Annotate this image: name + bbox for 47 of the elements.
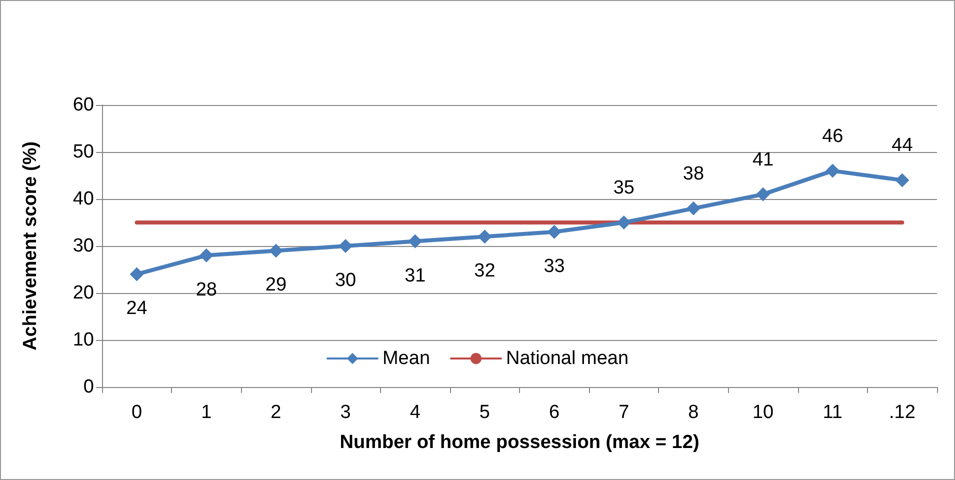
point — [616, 216, 631, 230]
data-label: 28 — [196, 279, 217, 300]
legend-label: National mean — [506, 348, 629, 369]
y-tick-label: 60 — [72, 94, 94, 116]
x-tick-label: 10 — [752, 402, 774, 423]
x-tick-label: 2 — [270, 402, 282, 423]
point — [199, 248, 214, 262]
x-tick-label: 0 — [132, 402, 142, 423]
legend-label: Mean — [382, 348, 430, 369]
x-tick-label: 5 — [479, 402, 490, 423]
data-label: 46 — [822, 126, 844, 147]
x-tick-label: 1 — [201, 402, 212, 423]
data-label: 31 — [404, 265, 426, 286]
y-tick-label: 20 — [72, 282, 94, 304]
data-label: 35 — [613, 178, 634, 198]
point — [130, 267, 144, 282]
y-tick-label: 10 — [72, 330, 94, 350]
point — [756, 187, 770, 202]
data-label: 44 — [892, 135, 914, 156]
x-axis-title: Number of home possession (max = 12) — [340, 432, 700, 453]
x-tick-label: 6 — [549, 402, 560, 423]
y-tick-label: 0 — [83, 376, 94, 398]
data-label: 38 — [682, 163, 704, 184]
data-label: 30 — [334, 270, 356, 291]
y-tick-label: 30 — [72, 236, 94, 256]
x-tick-label: 4 — [410, 402, 421, 423]
point — [686, 201, 700, 216]
data-label: 41 — [752, 149, 774, 170]
y-tick-label: 40 — [72, 188, 94, 210]
data-label: 24 — [126, 298, 148, 320]
data-label: 29 — [265, 274, 287, 296]
data-label: 33 — [544, 256, 565, 277]
point — [826, 164, 840, 178]
point — [478, 230, 492, 244]
point — [547, 224, 562, 239]
y-axis-title: Achievement score (%) — [20, 141, 41, 351]
point — [268, 244, 283, 258]
point — [895, 173, 910, 188]
x-tick-label: 11 — [822, 402, 842, 423]
x-tick-label: 7 — [618, 402, 630, 423]
point — [408, 234, 422, 248]
data-label: 32 — [474, 260, 496, 282]
y-tick-label: 50 — [72, 142, 94, 162]
x-tick-label: 3 — [340, 402, 351, 423]
x-tick-label: .12 — [888, 402, 916, 423]
point — [338, 239, 353, 253]
x-tick-label: 8 — [688, 402, 699, 423]
